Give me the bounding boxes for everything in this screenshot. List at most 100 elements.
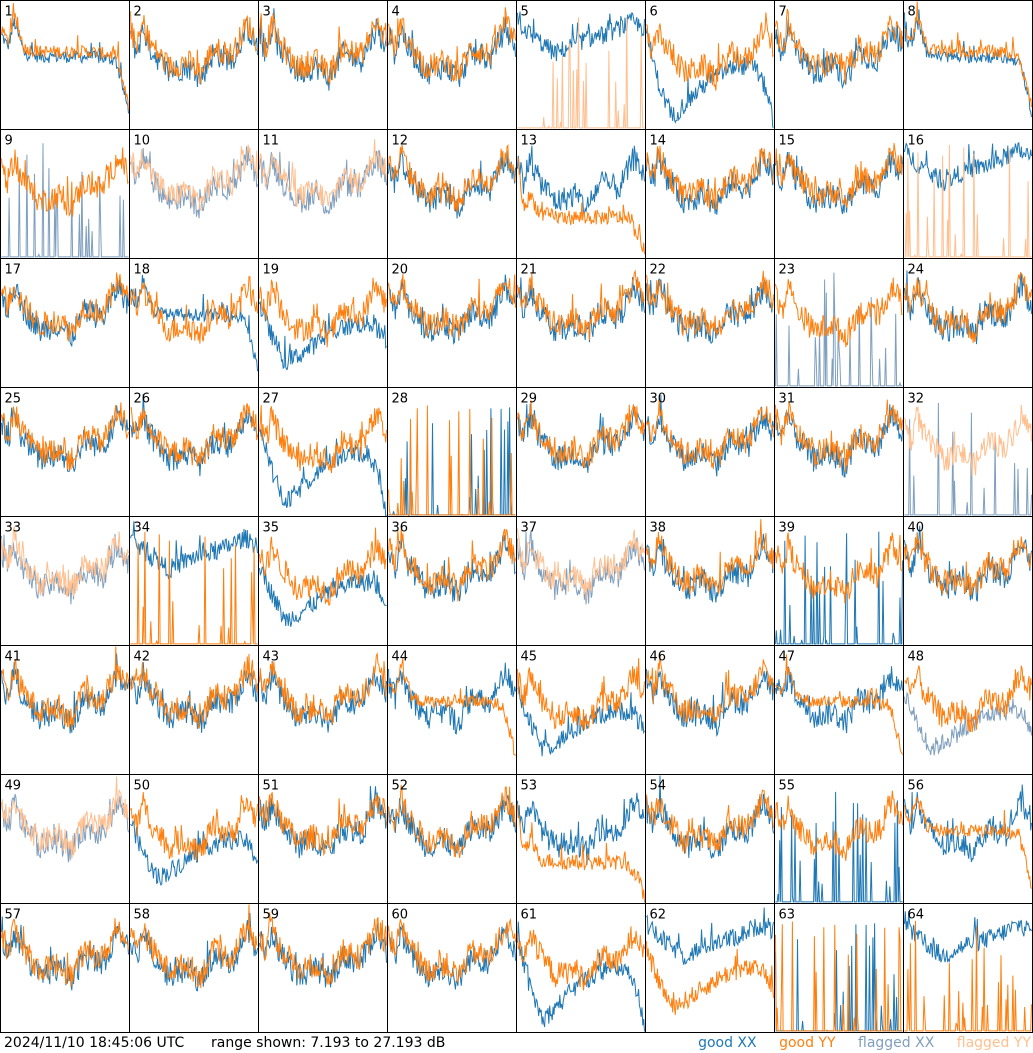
panel-frame (903, 387, 1033, 517)
antenna-panel-44: 44 (387, 645, 517, 775)
series-xx-line (646, 533, 774, 603)
series-xx-line (388, 148, 516, 219)
antenna-panel-15: 15 (774, 129, 904, 259)
series-xx-line (904, 911, 1032, 963)
antenna-panel-49: 49 (0, 774, 130, 904)
range-readout: range shown: 7.193 to 27.193 dB (211, 1035, 446, 1051)
antenna-panel-59: 59 (258, 903, 388, 1033)
series-yy-line (388, 528, 516, 602)
panel-label: 41 (5, 650, 22, 665)
antenna-panel-25: 25 (0, 387, 130, 517)
panel-frame (516, 387, 646, 517)
panel-label: 49 (5, 779, 22, 794)
series-yy-line (517, 528, 645, 599)
antenna-panel-19: 19 (258, 258, 388, 388)
series-yy-line (775, 8, 903, 84)
legend-flagged-yy: flagged YY (956, 1035, 1031, 1051)
antenna-panel-4: 4 (387, 0, 517, 130)
antenna-panel-26: 26 (129, 387, 259, 517)
series-yy-line (130, 11, 258, 85)
antenna-panel-14: 14 (645, 129, 775, 259)
antenna-panel-23: 23 (774, 258, 904, 388)
panel-label: 45 (521, 650, 538, 665)
antenna-panel-57: 57 (0, 903, 130, 1033)
panel-frame (129, 387, 259, 517)
series-xx-line (388, 794, 516, 858)
antenna-panel-46: 46 (645, 645, 775, 775)
series-yy-line (388, 7, 516, 83)
series-yy-line (775, 399, 903, 473)
panel-frame (774, 645, 904, 775)
panel-label: 9 (5, 134, 13, 149)
panel-label: 6 (650, 5, 658, 20)
series-yy-line (517, 17, 645, 129)
series-xx-line (904, 270, 1032, 345)
series-xx-line (1, 653, 129, 734)
antenna-panel-1: 1 (0, 0, 130, 130)
panel-label: 5 (521, 5, 529, 20)
panel-frame (516, 774, 646, 904)
panel-label: 61 (521, 908, 538, 923)
panel-frame (516, 129, 646, 259)
panel-frame (387, 903, 517, 1033)
series-xx-line (259, 428, 387, 516)
panel-label: 16 (908, 134, 925, 149)
series-yy-line (388, 784, 516, 858)
antenna-panel-33: 33 (0, 516, 130, 646)
antenna-panel-50: 50 (129, 774, 259, 904)
legend: good XX good YY flagged XX flagged YY (680, 1033, 1031, 1053)
panel-label: 31 (779, 392, 796, 407)
panel-label: 19 (263, 263, 280, 278)
series-yy-line (130, 792, 258, 862)
panel-frame (0, 258, 130, 388)
timestamp: 2024/11/10 18:45:06 UTC (4, 1035, 185, 1051)
antenna-panel-48: 48 (903, 645, 1033, 775)
antenna-panel-5: 5 (516, 0, 646, 130)
series-yy-line (904, 797, 1032, 889)
panel-label: 54 (650, 779, 667, 794)
panel-label: 3 (263, 5, 271, 20)
series-yy-line (646, 789, 774, 854)
panel-frame (774, 0, 904, 130)
series-xx-line (775, 666, 903, 734)
series-yy-line (646, 270, 774, 337)
panel-frame (129, 774, 259, 904)
panel-label: 2 (134, 5, 142, 20)
series-xx-line (259, 301, 387, 371)
series-yy-line (259, 139, 387, 208)
series-yy-line (130, 144, 258, 212)
series-xx-line (130, 146, 258, 219)
panel-label: 4 (392, 5, 400, 20)
panel-label: 51 (263, 779, 280, 794)
legend-flagged-xx: flagged XX (858, 1035, 935, 1051)
antenna-panel-42: 42 (129, 645, 259, 775)
series-yy-line (259, 652, 387, 725)
series-xx-line (904, 691, 1032, 756)
series-xx-line (1, 916, 129, 991)
antenna-panel-37: 37 (516, 516, 646, 646)
series-yy-line (517, 926, 645, 991)
panel-label: 21 (521, 263, 538, 278)
panel-label: 37 (521, 521, 538, 536)
series-yy-line (259, 277, 387, 348)
series-yy-line (130, 904, 258, 989)
panel-label: 27 (263, 392, 280, 407)
series-yy-line (775, 277, 903, 348)
antenna-panel-9: 9 (0, 129, 130, 259)
antenna-panel-47: 47 (774, 645, 904, 775)
panel-frame (129, 903, 259, 1033)
series-yy-line (259, 527, 387, 606)
panel-label: 24 (908, 263, 925, 278)
series-xx-line (775, 272, 903, 387)
antenna-panel-62: 62 (645, 903, 775, 1033)
panel-label: 30 (650, 392, 667, 407)
antenna-panel-55: 55 (774, 774, 904, 904)
antenna-panel-40: 40 (903, 516, 1033, 646)
antenna-panel-24: 24 (903, 258, 1033, 388)
antenna-panel-51: 51 (258, 774, 388, 904)
series-xx-line (388, 923, 516, 990)
antenna-panel-60: 60 (387, 903, 517, 1033)
status-footer: 2024/11/10 18:45:06 UTC range shown: 7.1… (0, 1033, 1033, 1053)
series-yy-line (517, 658, 645, 730)
